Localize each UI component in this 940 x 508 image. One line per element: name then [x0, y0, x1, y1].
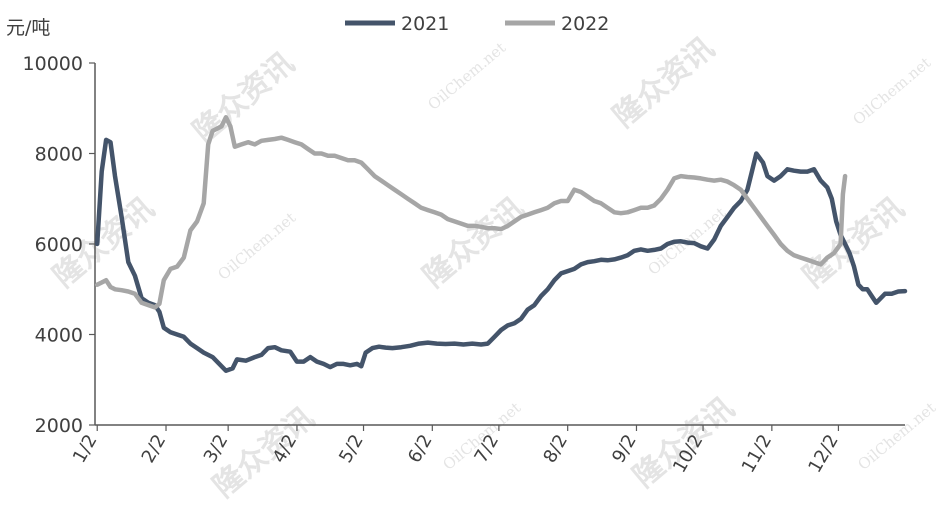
- watermark-brand: 隆众资讯: [187, 46, 301, 150]
- watermark-brand: 隆众资讯: [417, 191, 531, 295]
- watermark-site: OilChem.net: [214, 209, 299, 284]
- x-tick-label: 11/2: [738, 431, 776, 477]
- watermark-brand: 隆众资讯: [797, 191, 911, 295]
- legend-label-2021: 2021: [401, 13, 449, 35]
- y-tick-label: 2000: [35, 415, 83, 437]
- x-tick-label: 6/2: [404, 431, 437, 467]
- x-tick-label: 5/2: [335, 431, 368, 467]
- y-tick-label: 8000: [35, 144, 83, 166]
- watermark-site: OilChem.net: [424, 39, 509, 114]
- y-axis-unit-label: 元/吨: [6, 17, 50, 39]
- watermark-brand: 隆众资讯: [607, 31, 721, 135]
- watermark-site: OilChem.net: [854, 399, 939, 474]
- x-tick-label: 12/2: [804, 431, 842, 477]
- watermark-layer: 隆众资讯 OilChem.net 隆众资讯 OilChem.net 隆众资讯 OilChe…: [47, 31, 939, 505]
- y-tick-label: 10000: [23, 53, 83, 75]
- series-line-2021: [94, 137, 908, 373]
- y-tick-label: 6000: [35, 234, 83, 256]
- watermark-site: OilChem.net: [849, 54, 934, 129]
- legend: 2021 2022: [345, 13, 609, 35]
- legend-label-2022: 2022: [561, 13, 609, 35]
- series-line-2022: [94, 115, 848, 310]
- x-tick-label: 2/2: [138, 431, 171, 467]
- series-layer: [94, 115, 908, 373]
- y-tick-label: 4000: [35, 325, 83, 347]
- x-tick-label: 8/2: [539, 431, 572, 467]
